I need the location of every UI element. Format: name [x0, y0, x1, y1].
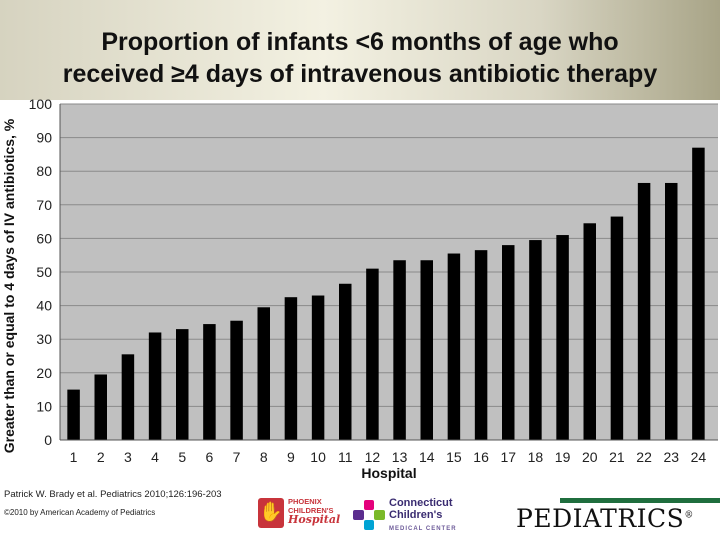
pediatrics-logo: PEDIATRICS®	[516, 498, 720, 533]
x-tick-label: 21	[609, 449, 625, 465]
y-tick-label: 80	[36, 163, 52, 179]
y-tick-label: 30	[36, 331, 52, 347]
x-tick-label: 13	[392, 449, 408, 465]
x-tick-label: 8	[260, 449, 268, 465]
header-banner: Proportion of infants <6 months of age w…	[0, 0, 720, 100]
x-axis-label: Hospital	[361, 465, 416, 481]
footer: Patrick W. Brady et al. Pediatrics 2010;…	[0, 484, 720, 540]
phoenix-childrens-logo: ✋ PHOENIX CHILDREN'S Hospital	[258, 497, 341, 528]
bar	[637, 182, 651, 440]
y-tick-label: 60	[36, 230, 52, 246]
y-tick-label: 0	[44, 432, 52, 448]
bar	[502, 245, 515, 440]
x-tick-label: 24	[691, 449, 707, 465]
x-tick-label: 10	[310, 449, 326, 465]
x-tick-label: 5	[178, 449, 186, 465]
bar	[447, 253, 461, 440]
x-tick-label: 2	[97, 449, 105, 465]
x-tick-label: 11	[338, 449, 353, 465]
connecticut-childrens-logo: Connecticut Children's MEDICAL CENTER	[353, 496, 473, 532]
bar	[284, 297, 298, 440]
hand-icon: ✋	[258, 498, 284, 528]
y-tick-label: 20	[36, 365, 52, 381]
bar	[148, 332, 162, 440]
bar	[257, 307, 270, 440]
x-tick-label: 14	[419, 449, 435, 465]
bar	[420, 260, 433, 440]
x-tick-label: 6	[206, 449, 214, 465]
citation-text: Patrick W. Brady et al. Pediatrics 2010;…	[4, 489, 222, 500]
x-tick-label: 19	[555, 449, 571, 465]
bar	[474, 250, 488, 440]
bar	[94, 374, 107, 440]
x-tick-label: 16	[473, 449, 489, 465]
chart-title: Proportion of infants <6 months of age w…	[62, 28, 658, 88]
bar	[230, 320, 243, 440]
x-tick-label: 15	[446, 449, 462, 465]
bar	[311, 295, 325, 440]
bar	[583, 223, 596, 440]
x-tick-label: 20	[582, 449, 598, 465]
x-tick-label: 23	[663, 449, 679, 465]
x-tick-label: 9	[287, 449, 295, 465]
y-tick-label: 90	[36, 130, 52, 146]
bar	[610, 216, 624, 440]
x-tick-label: 22	[636, 449, 652, 465]
y-axis-label: Greater than or equal to 4 days of IV an…	[1, 118, 17, 453]
y-tick-label: 100	[29, 96, 53, 112]
y-tick-label: 70	[36, 197, 52, 213]
x-tick-label: 3	[124, 449, 132, 465]
x-tick-label: 1	[70, 449, 78, 465]
x-tick-label: 12	[365, 449, 381, 465]
bar	[203, 324, 216, 440]
chart-area: 0 10 20 30 40 50 60 70 80 90 100 1 2 3 4 5 6 7 8 9 10 11 12 13 1…	[0, 96, 720, 484]
copyright-text: ©2010 by American Academy of Pediatrics	[4, 508, 156, 517]
bar	[556, 235, 569, 440]
x-tick-label: 18	[528, 449, 544, 465]
bar	[67, 389, 80, 440]
bar	[339, 283, 352, 440]
x-tick-label: 4	[151, 449, 159, 465]
bar	[692, 147, 705, 440]
y-tick-label: 10	[36, 398, 52, 414]
x-tick-label: 17	[500, 449, 516, 465]
x-tick-label: 7	[233, 449, 241, 465]
cross-icon	[353, 500, 385, 530]
bar	[121, 354, 135, 440]
bar	[176, 329, 189, 440]
bar	[529, 240, 542, 440]
bar	[393, 260, 406, 440]
y-tick-label: 50	[36, 264, 52, 280]
bar	[665, 182, 678, 440]
y-tick-label: 40	[36, 298, 52, 314]
bar	[366, 268, 379, 440]
